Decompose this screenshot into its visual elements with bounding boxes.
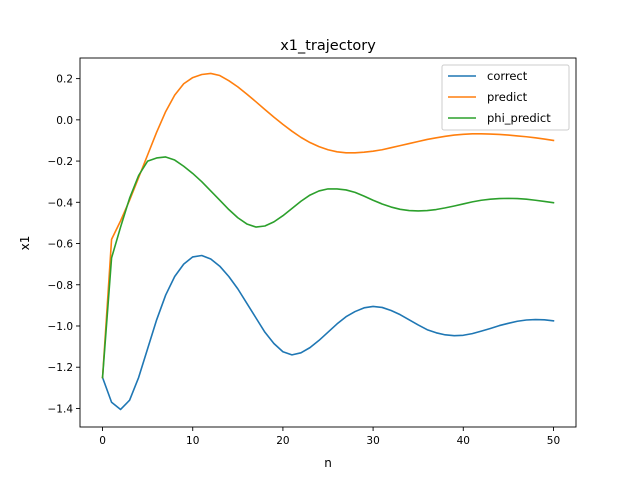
y-tick-label: 0.0 [56,115,73,127]
series-line-predict [101,72,555,379]
x-tick-label: 10 [186,435,199,447]
y-tick-label: −0.6 [48,239,74,251]
plot-area [79,57,577,428]
x-tick-label: 30 [366,435,379,447]
series-layer [101,72,555,411]
x-tick-label: 20 [276,435,289,447]
x-tick-label: 50 [547,435,560,447]
x-axis-label: n [324,456,332,470]
legend-label-predict: predict [487,90,528,104]
axes-frame [79,57,577,428]
x-tick-label: 0 [99,435,106,447]
series-line-correct [101,254,555,411]
y-axis: −1.4 −1.2 −1.0 −0.8 −0.6 −0.4 −0.2 0.0 0.2 [48,74,80,415]
y-tick-label: −1.0 [48,321,74,333]
legend-label-phi_predict: phi_predict [487,111,551,125]
series-line-phi_predict [101,156,555,379]
y-tick-label: 0.2 [56,74,73,86]
y-tick-label: −0.8 [48,280,74,292]
y-tick-label: −1.2 [48,362,74,374]
x-tick-label: 40 [457,435,470,447]
x-axis: 0 10 20 30 40 50 [99,427,560,447]
y-axis-label: x1 [18,236,32,251]
chart-title: x1_trajectory [280,38,376,54]
legend-box [441,64,570,131]
y-tick-label: −0.2 [48,156,74,168]
legend-label-correct: correct [487,69,528,83]
legend: correct predict phi_predict [441,64,570,131]
y-tick-label: −1.4 [48,403,74,415]
y-tick-label: −0.4 [48,197,74,209]
